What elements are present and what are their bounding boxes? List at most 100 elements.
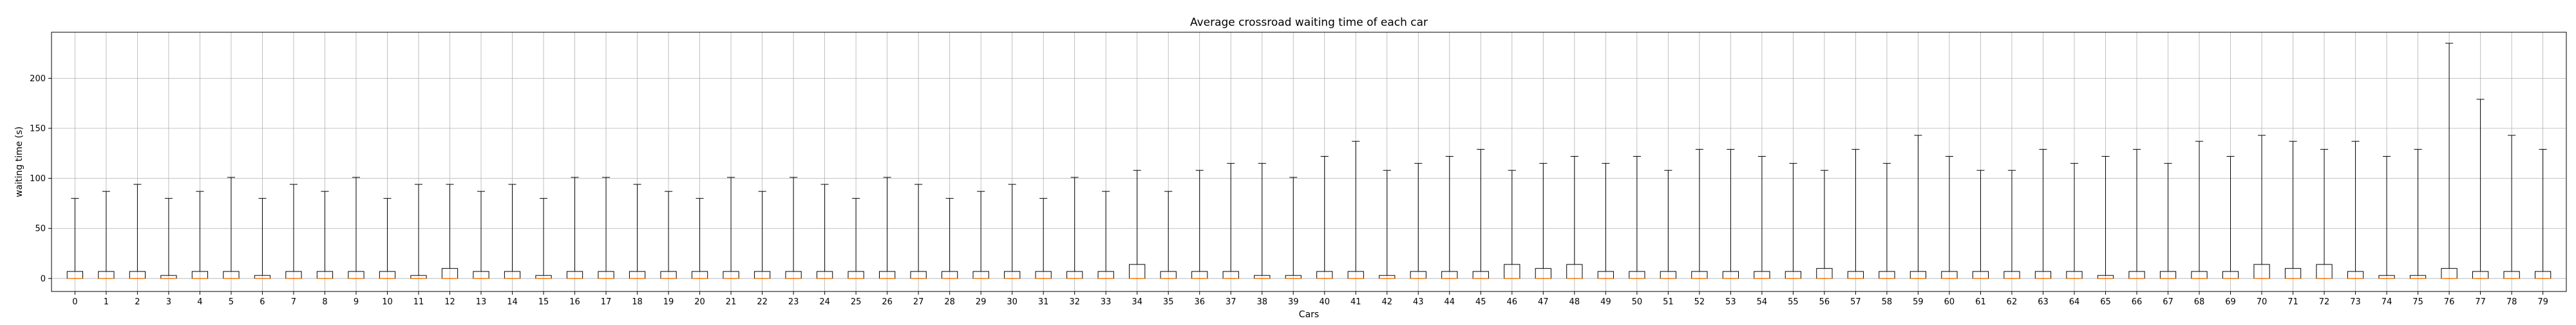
box-car-35: [1160, 191, 1177, 279]
x-tick-label: 8: [322, 297, 327, 307]
box-car-13: [473, 191, 489, 279]
x-tick-label: 6: [260, 297, 265, 307]
y-tick-label: 50: [35, 224, 46, 234]
box-car-64: [2066, 162, 2083, 279]
box-car-52: [1691, 149, 1708, 279]
box-car-42: [1379, 170, 1396, 279]
box-car-41: [1347, 141, 1364, 279]
x-tick-label: 11: [413, 297, 424, 307]
box-car-40: [1316, 155, 1333, 279]
box-car-61: [1972, 170, 1989, 279]
box-car-36: [1191, 170, 1208, 279]
box-car-19: [660, 191, 677, 279]
x-tick-label: 31: [1038, 297, 1049, 307]
x-tick-label: 27: [913, 297, 924, 307]
box-car-67: [2159, 162, 2177, 279]
box-car-39: [1285, 177, 1302, 279]
box-car-55: [1785, 162, 1802, 279]
x-tick-label: 49: [1600, 297, 1611, 307]
box-car-7: [285, 184, 302, 279]
box-car-51: [1660, 170, 1676, 279]
x-tick-label: 20: [694, 297, 705, 307]
x-tick-label: 4: [197, 297, 202, 307]
x-tick-label: 74: [2382, 297, 2392, 307]
x-tick-label: 57: [1850, 297, 1861, 307]
box-car-70: [2253, 135, 2270, 279]
x-tick-label: 54: [1757, 297, 1768, 307]
x-tick-label: 41: [1350, 297, 1361, 307]
box-car-74: [2378, 155, 2395, 279]
x-tick-label: 30: [1007, 297, 1018, 307]
box-car-62: [2003, 170, 2020, 279]
x-tick-label: 48: [1569, 297, 1580, 307]
box-car-47: [1535, 162, 1551, 279]
box-car-76: [2441, 43, 2458, 279]
box-car-37: [1222, 162, 1239, 279]
box-car-77: [2472, 99, 2489, 279]
box-car-22: [753, 191, 771, 279]
box-car-65: [2097, 155, 2114, 279]
box-car-29: [972, 191, 989, 279]
x-tick-label: 69: [2225, 297, 2236, 307]
box-car-66: [2128, 149, 2145, 279]
x-tick-label: 70: [2257, 297, 2268, 307]
x-tick-label: 68: [2194, 297, 2205, 307]
x-tick-label: 28: [944, 297, 955, 307]
x-tick-label: 33: [1101, 297, 1112, 307]
x-tick-label: 2: [135, 297, 140, 307]
x-tick-label: 37: [1226, 297, 1236, 307]
box-car-78: [2503, 135, 2520, 279]
x-tick-label: 19: [663, 297, 674, 307]
box-car-43: [1410, 162, 1426, 279]
x-tick-label: 5: [229, 297, 234, 307]
x-tick-label: 45: [1475, 297, 1486, 307]
x-tick-label: 75: [2412, 297, 2423, 307]
box-car-28: [942, 198, 958, 279]
x-tick-label: 38: [1256, 297, 1267, 307]
x-tick-label: 40: [1319, 297, 1330, 307]
x-tick-label: 36: [1194, 297, 1205, 307]
box-car-32: [1066, 177, 1083, 279]
box-car-2: [129, 184, 146, 279]
box-car-59: [1909, 135, 1927, 279]
x-tick-label: 17: [601, 297, 612, 307]
x-tick-label: 34: [1132, 297, 1142, 307]
box-car-6: [254, 198, 271, 279]
box-car-3: [160, 198, 177, 279]
box-car-34: [1129, 170, 1146, 279]
x-tick-label: 12: [444, 297, 455, 307]
x-tick-label: 66: [2132, 297, 2143, 307]
box-car-69: [2222, 155, 2239, 279]
x-tick-label: 29: [976, 297, 987, 307]
x-tick-label: 59: [1913, 297, 1924, 307]
x-tick-label: 79: [2537, 297, 2548, 307]
x-tick-label: 9: [354, 297, 359, 307]
box-car-38: [1254, 162, 1271, 279]
x-tick-label: 58: [1882, 297, 1893, 307]
box-car-10: [379, 198, 396, 279]
box-car-15: [535, 198, 552, 279]
box-car-21: [723, 177, 739, 279]
x-tick-label: 3: [166, 297, 171, 307]
x-tick-label: 43: [1413, 297, 1424, 307]
box-car-27: [910, 184, 927, 279]
box-car-73: [2347, 141, 2364, 279]
box-car-58: [1879, 162, 1895, 279]
box-car-17: [598, 177, 614, 279]
box-car-4: [191, 191, 209, 279]
x-tick-label: 16: [569, 297, 580, 307]
chart-title: Average crossroad waiting time of each c…: [1190, 16, 1428, 29]
box-car-5: [223, 177, 240, 279]
x-tick-label: 7: [291, 297, 296, 307]
y-tick-label: 0: [41, 274, 46, 284]
x-tick-label: 39: [1288, 297, 1299, 307]
x-tick-label: 65: [2100, 297, 2111, 307]
box-car-71: [2284, 141, 2302, 279]
x-tick-label: 55: [1788, 297, 1799, 307]
x-tick-label: 13: [476, 297, 487, 307]
box-car-54: [1754, 155, 1770, 279]
box-car-24: [816, 184, 833, 279]
